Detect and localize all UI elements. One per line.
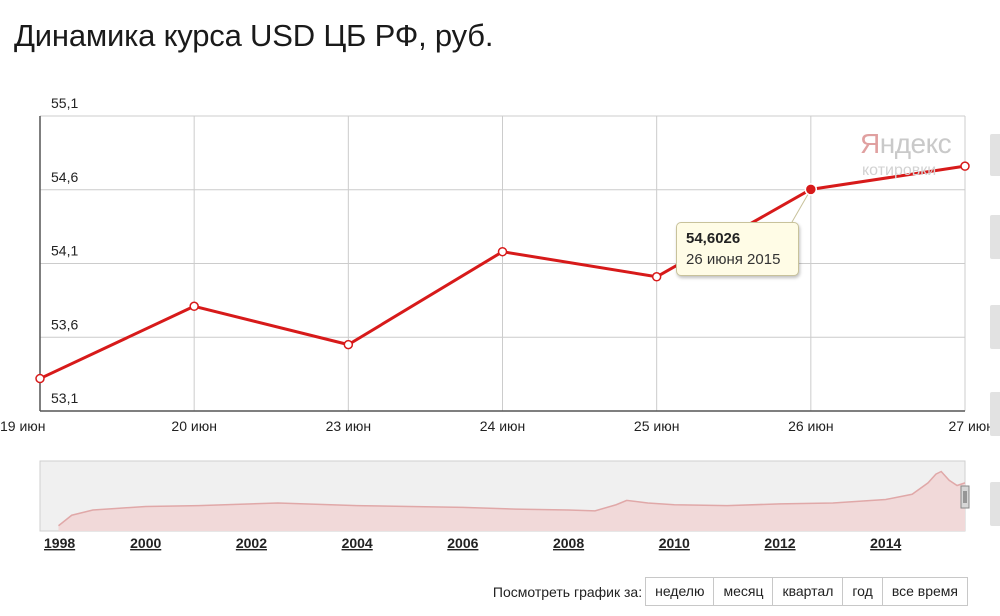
side-tab — [990, 482, 1000, 526]
y-tick-label: 53,6 — [51, 316, 78, 332]
side-tab — [990, 134, 1000, 176]
navigator-year-label: 2008 — [553, 535, 584, 551]
navigator-year-label: 2006 — [447, 535, 478, 551]
page-title: Динамика курса USD ЦБ РФ, руб. — [14, 18, 494, 53]
y-tick-label: 54,1 — [51, 243, 78, 259]
x-tick-label: 26 июн — [788, 418, 834, 434]
chart-grid — [39, 115, 966, 412]
y-axis-ticks: 55,1 54,6 54,1 53,6 53,1 — [51, 95, 78, 406]
range-quarter-button[interactable]: квартал — [772, 577, 844, 606]
side-tab — [990, 305, 1000, 349]
chart-series — [35, 161, 970, 384]
data-point — [343, 339, 354, 350]
navigator-year-label: 2014 — [870, 535, 901, 551]
x-tick-label: 23 июн — [326, 418, 372, 434]
range-all-time-button[interactable]: все время — [881, 577, 968, 606]
x-tick-label: 25 июн — [634, 418, 680, 434]
navigator-chart: 1998 2000 2002 2004 2006 2008 2010 2012 2014 — [39, 460, 970, 551]
range-year-button[interactable]: год — [842, 577, 883, 606]
y-tick-label: 53,1 — [51, 390, 78, 406]
side-tab — [990, 392, 1000, 436]
value-tooltip: 54,6026 26 июня 2015 — [676, 222, 799, 276]
navigator-year-label: 2002 — [236, 535, 267, 551]
y-tick-label: 54,6 — [51, 169, 78, 185]
data-point — [497, 246, 508, 257]
range-month-button[interactable]: месяц — [713, 577, 774, 606]
navigator-year-label: 2010 — [659, 535, 690, 551]
data-point-highlighted — [804, 183, 818, 196]
data-point — [960, 161, 970, 171]
main-chart: 55,1 54,6 54,1 53,6 53,1 19 июн 20 июн 23 июн 2… — [0, 95, 994, 434]
navigator-year-label: 2004 — [342, 535, 373, 551]
y-tick-label: 55,1 — [51, 95, 78, 111]
data-point — [189, 301, 199, 312]
tooltip-value: 54,6026 — [686, 230, 741, 247]
navigator-x-ticks: 1998 2000 2002 2004 2006 2008 2010 2012 2014 — [44, 535, 901, 551]
range-week-button[interactable]: неделю — [645, 577, 715, 606]
x-tick-label: 19 июн — [0, 418, 46, 434]
side-tab — [990, 215, 1000, 259]
range-selector-label: Посмотреть график за: — [492, 583, 643, 600]
navigator-area — [58, 471, 965, 531]
x-tick-label: 20 июн — [171, 418, 217, 434]
x-tick-label: 24 июн — [480, 418, 526, 434]
x-tick-label: 27 июн — [948, 418, 994, 434]
range-selector: Посмотреть график за: неделю месяц кварт… — [493, 577, 968, 606]
navigator-handle[interactable] — [960, 485, 970, 509]
navigator-year-label: 2000 — [130, 535, 161, 551]
navigator-year-label: 2012 — [764, 535, 795, 551]
navigator-series — [58, 470, 966, 531]
navigator-line — [58, 470, 966, 527]
tooltip-pointer — [791, 189, 812, 223]
x-axis-ticks: 19 июн 20 июн 23 июн 24 июн 25 июн 26 июн 27 и… — [0, 418, 994, 434]
tooltip-date: 26 июня 2015 — [686, 251, 781, 268]
navigator-year-label: 1998 — [44, 535, 75, 551]
data-point — [651, 272, 662, 282]
data-point — [35, 373, 45, 384]
